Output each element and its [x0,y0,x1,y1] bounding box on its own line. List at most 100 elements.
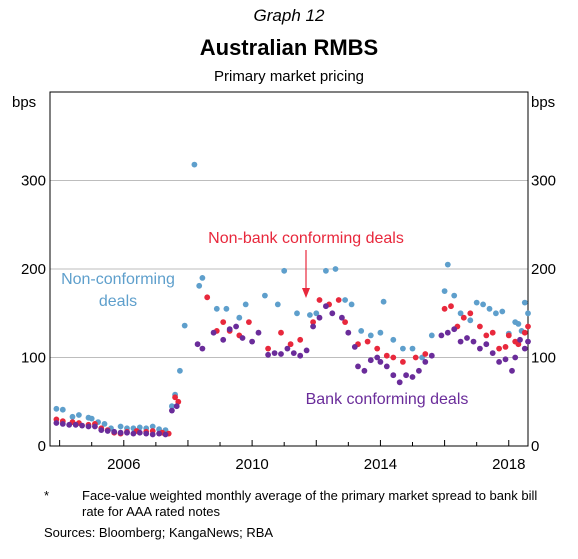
non_conforming-point-42 [390,336,397,343]
non_conforming-point-48 [444,261,451,268]
annotation-arrow-head [302,288,310,298]
bank_conforming-point-57 [444,329,451,336]
y-axis-label-right: bps [531,94,555,111]
non_bank_conforming-point-38 [400,359,406,365]
non_bank_conforming-point-51 [505,332,512,339]
sources-note: Sources: Bloomberg; KangaNews; RBA [44,525,274,540]
y-tick-right-0: 0 [531,438,539,455]
x-tick-label-2018: 2018 [492,456,525,473]
non_conforming-point-28 [262,292,268,299]
bank_conforming-point-49 [390,372,397,379]
bank_conforming-point-56 [438,332,445,339]
non_conforming-point-20 [181,322,188,329]
non_bank_conforming-point-23 [246,319,252,325]
bank_conforming-point-41 [345,329,352,336]
non_conforming-point-40 [377,329,384,336]
non_conforming-point-32 [307,312,313,318]
annotation-non-bank-conforming: Non-bank conforming deals [208,230,404,247]
bank_conforming-point-68 [512,354,519,361]
non_conforming-point-51 [467,317,474,324]
non_bank_conforming-point-35 [374,345,381,352]
bank_conforming-point-9 [111,428,118,435]
non_bank_conforming-point-32 [342,319,348,325]
non_conforming-point-35 [332,266,339,272]
non_bank_conforming-point-47 [483,332,490,339]
bank_conforming-point-2 [66,421,73,428]
non_bank_conforming-point-25 [278,329,284,336]
bank_conforming-point-33 [290,350,297,356]
bank_conforming-point-40 [339,314,345,321]
non_bank_conforming-point-39 [412,354,419,361]
bank_conforming-point-63 [483,341,490,348]
non_bank_conforming-point-45 [467,310,474,317]
bank_conforming-point-6 [92,423,98,430]
chart-title: Australian RMBS [199,35,379,60]
non_bank_conforming-point-54 [521,329,528,336]
bank_conforming-point-16 [156,430,163,437]
non_conforming-point-1 [59,406,66,413]
bank_conforming-point-27 [249,338,256,345]
bank_conforming-point-46 [374,354,381,361]
non_conforming-point-29 [274,301,281,308]
bank_conforming-point-32 [284,345,291,352]
bank_conforming-point-17 [162,431,169,438]
bank_conforming-point-53 [416,367,422,374]
bank_conforming-point-18 [169,407,175,414]
bank_conforming-point-62 [477,345,483,352]
non_bank_conforming-point-24 [265,345,271,352]
bank_conforming-point-21 [199,345,206,352]
bank_conforming-point-25 [233,323,240,330]
y-tick-right-100: 100 [531,350,556,367]
non_conforming-point-5 [88,415,95,422]
bank_conforming-point-14 [143,430,150,437]
y-axis-label-left: bps [12,94,36,111]
non_conforming-point-46 [428,332,435,339]
bank_conforming-point-55 [428,352,435,359]
non_conforming-point-55 [493,310,499,317]
y-tick-right-300: 300 [531,173,556,190]
non_conforming-point-17 [169,403,175,410]
bank_conforming-point-10 [117,429,124,436]
bank_conforming-point-50 [396,379,403,386]
non_bank_conforming-point-17 [175,398,182,405]
non_bank_conforming-point-16 [172,394,179,401]
non_conforming-point-47 [441,288,448,294]
bank_conforming-point-35 [303,347,310,354]
non_bank_conforming-point-34 [364,338,371,345]
non_conforming-point-39 [367,332,374,339]
bank_conforming-point-61 [470,338,477,345]
bank_conforming-point-48 [383,363,390,370]
non_conforming-point-30 [281,267,288,274]
bank_conforming-point-23 [220,336,227,343]
non_bank_conforming-point-20 [220,319,227,325]
non_bank_conforming-point-49 [496,345,502,352]
non_conforming-point-23 [199,275,206,281]
x-tick-label-2014: 2014 [364,456,397,473]
bank_conforming-point-39 [329,310,336,317]
y-tick-right-200: 200 [531,261,556,278]
bank_conforming-point-52 [409,374,416,380]
non_conforming-point-61 [521,299,528,306]
y-tick-left-300: 300 [21,173,46,190]
bank_conforming-point-64 [489,350,496,356]
annotation-non-conforming: Non-conforming [61,271,175,288]
non_conforming-point-52 [473,299,480,306]
bank_conforming-point-43 [355,363,361,370]
non_conforming-point-54 [486,305,493,312]
non_conforming-point-62 [525,310,531,317]
non_conforming-point-41 [380,298,387,305]
non_bank_conforming-point-53 [515,341,522,348]
bank_conforming-point-29 [265,351,271,358]
non_bank_conforming-point-28 [310,319,316,325]
non_conforming-point-7 [101,421,108,427]
bank_conforming-point-69 [517,336,523,343]
bank_conforming-point-24 [226,326,233,333]
bank_conforming-point-7 [98,427,105,433]
non_conforming-point-59 [515,321,522,327]
non_bank_conforming-point-40 [422,351,429,357]
annotation-bank-conforming: Bank conforming deals [306,391,469,408]
bank_conforming-point-71 [525,338,531,345]
bank_conforming-point-0 [53,420,60,426]
plot-frame [49,91,529,447]
bank_conforming-point-5 [85,423,92,430]
